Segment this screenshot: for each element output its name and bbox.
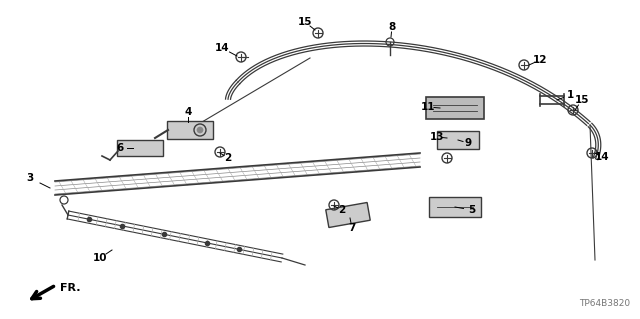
Text: 2: 2 xyxy=(339,205,346,215)
Text: 13: 13 xyxy=(429,132,444,142)
Text: 11: 11 xyxy=(420,102,435,112)
FancyBboxPatch shape xyxy=(429,197,481,217)
Text: 1: 1 xyxy=(566,90,573,100)
Text: 8: 8 xyxy=(388,22,396,32)
Text: TP64B3820: TP64B3820 xyxy=(579,299,630,308)
Text: 6: 6 xyxy=(116,143,124,153)
Text: 5: 5 xyxy=(468,205,476,215)
FancyBboxPatch shape xyxy=(167,121,213,139)
Text: FR.: FR. xyxy=(60,283,81,293)
Text: 3: 3 xyxy=(26,173,34,183)
Text: 12: 12 xyxy=(532,55,547,65)
Text: 14: 14 xyxy=(595,152,609,162)
FancyBboxPatch shape xyxy=(426,97,484,119)
Text: 10: 10 xyxy=(93,253,108,263)
FancyBboxPatch shape xyxy=(117,140,163,156)
Text: 15: 15 xyxy=(575,95,589,105)
FancyBboxPatch shape xyxy=(437,131,479,149)
Text: 4: 4 xyxy=(184,107,192,117)
Circle shape xyxy=(197,127,203,133)
Text: 15: 15 xyxy=(298,17,312,27)
Text: 9: 9 xyxy=(465,138,472,148)
Text: 14: 14 xyxy=(214,43,229,53)
Text: 7: 7 xyxy=(348,223,356,233)
FancyBboxPatch shape xyxy=(326,203,371,227)
Text: 2: 2 xyxy=(225,153,232,163)
